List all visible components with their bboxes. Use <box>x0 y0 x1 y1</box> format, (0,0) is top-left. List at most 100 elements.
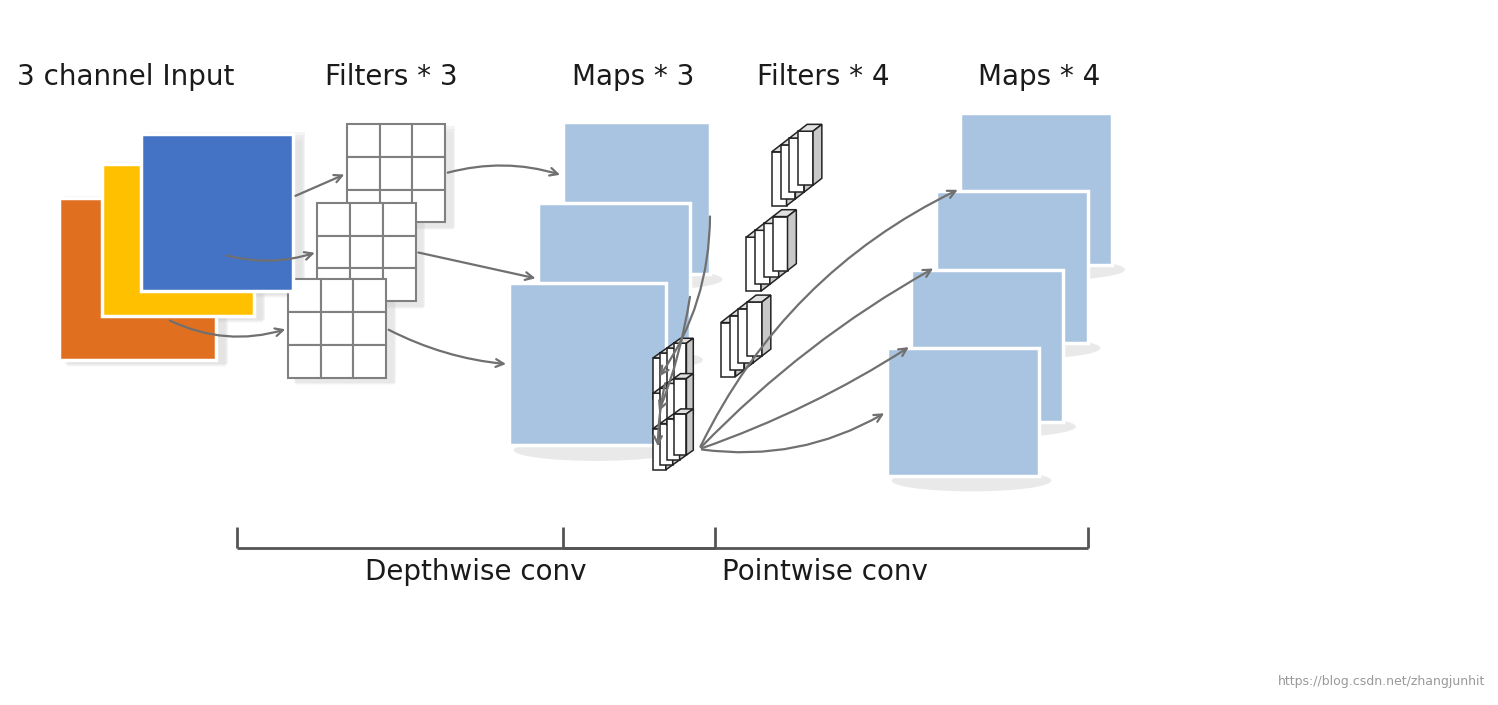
Bar <box>748 302 762 356</box>
Polygon shape <box>674 409 694 414</box>
Bar <box>379 190 412 223</box>
Bar <box>354 279 386 312</box>
Polygon shape <box>673 348 680 394</box>
Bar <box>383 235 415 269</box>
Bar <box>773 216 788 271</box>
Text: Maps * 4: Maps * 4 <box>978 63 1100 91</box>
Bar <box>746 237 761 291</box>
Bar <box>102 164 253 316</box>
Polygon shape <box>665 388 673 434</box>
Bar <box>661 353 673 394</box>
Bar <box>355 133 452 231</box>
Polygon shape <box>762 295 771 356</box>
Polygon shape <box>673 384 680 429</box>
Bar <box>674 343 686 384</box>
Bar <box>653 429 665 470</box>
Polygon shape <box>789 131 813 138</box>
Bar <box>108 161 265 319</box>
Polygon shape <box>680 414 686 460</box>
Bar <box>739 309 753 363</box>
Bar <box>351 235 383 269</box>
Text: Filters * 4: Filters * 4 <box>756 63 890 91</box>
Polygon shape <box>665 353 673 399</box>
Polygon shape <box>764 216 788 223</box>
Bar <box>325 211 424 309</box>
Bar <box>321 312 354 345</box>
Bar <box>661 388 673 429</box>
Bar <box>108 164 265 321</box>
Bar <box>412 124 445 157</box>
Bar <box>69 205 225 367</box>
Bar <box>295 287 394 386</box>
Bar <box>148 138 303 297</box>
Bar <box>66 196 228 364</box>
Bar <box>538 203 691 355</box>
Polygon shape <box>798 124 822 131</box>
Polygon shape <box>674 338 694 343</box>
Bar <box>383 269 415 301</box>
Bar <box>354 345 386 377</box>
Bar <box>141 134 294 291</box>
Polygon shape <box>746 231 770 237</box>
Bar <box>348 124 379 157</box>
Ellipse shape <box>917 416 1076 437</box>
Polygon shape <box>813 124 822 185</box>
Polygon shape <box>745 309 753 369</box>
Polygon shape <box>686 409 694 455</box>
Polygon shape <box>773 209 797 216</box>
Polygon shape <box>748 295 771 302</box>
Bar <box>509 283 665 446</box>
Polygon shape <box>667 379 686 384</box>
Bar <box>324 208 424 308</box>
Polygon shape <box>680 343 686 389</box>
Bar <box>911 269 1064 422</box>
Bar <box>771 152 786 206</box>
Polygon shape <box>665 424 673 470</box>
Polygon shape <box>721 316 745 323</box>
Polygon shape <box>780 138 804 145</box>
Bar <box>60 198 216 360</box>
Bar <box>288 345 321 377</box>
Bar <box>674 379 686 419</box>
Text: Pointwise conv: Pointwise conv <box>722 558 929 586</box>
Bar <box>379 124 412 157</box>
Polygon shape <box>755 223 779 231</box>
Bar <box>288 279 321 312</box>
Polygon shape <box>653 424 673 429</box>
Bar <box>354 312 386 345</box>
Polygon shape <box>739 302 762 309</box>
Bar <box>653 393 665 434</box>
Polygon shape <box>771 145 795 152</box>
Bar <box>563 123 710 274</box>
Bar <box>321 279 354 312</box>
Bar <box>318 269 351 301</box>
Bar <box>798 131 813 185</box>
Text: Maps * 3: Maps * 3 <box>572 63 695 91</box>
Polygon shape <box>779 216 788 278</box>
Bar <box>667 419 680 460</box>
Ellipse shape <box>544 349 703 371</box>
Polygon shape <box>661 419 680 424</box>
Bar <box>354 129 454 229</box>
Bar <box>661 424 673 465</box>
Bar <box>150 141 301 298</box>
Bar <box>66 199 228 364</box>
Bar <box>667 348 680 389</box>
Text: Filters * 3: Filters * 3 <box>325 63 457 91</box>
Ellipse shape <box>891 470 1052 491</box>
Polygon shape <box>686 374 694 419</box>
Bar <box>352 126 455 228</box>
Polygon shape <box>673 419 680 465</box>
Bar <box>653 358 665 399</box>
Ellipse shape <box>514 439 679 461</box>
Polygon shape <box>753 302 762 363</box>
Bar <box>674 414 686 455</box>
Ellipse shape <box>568 269 722 290</box>
Bar <box>318 203 351 235</box>
Bar <box>351 203 383 235</box>
Polygon shape <box>674 374 694 379</box>
Polygon shape <box>804 131 813 192</box>
Polygon shape <box>680 379 686 424</box>
Polygon shape <box>795 138 804 199</box>
Polygon shape <box>653 388 673 393</box>
